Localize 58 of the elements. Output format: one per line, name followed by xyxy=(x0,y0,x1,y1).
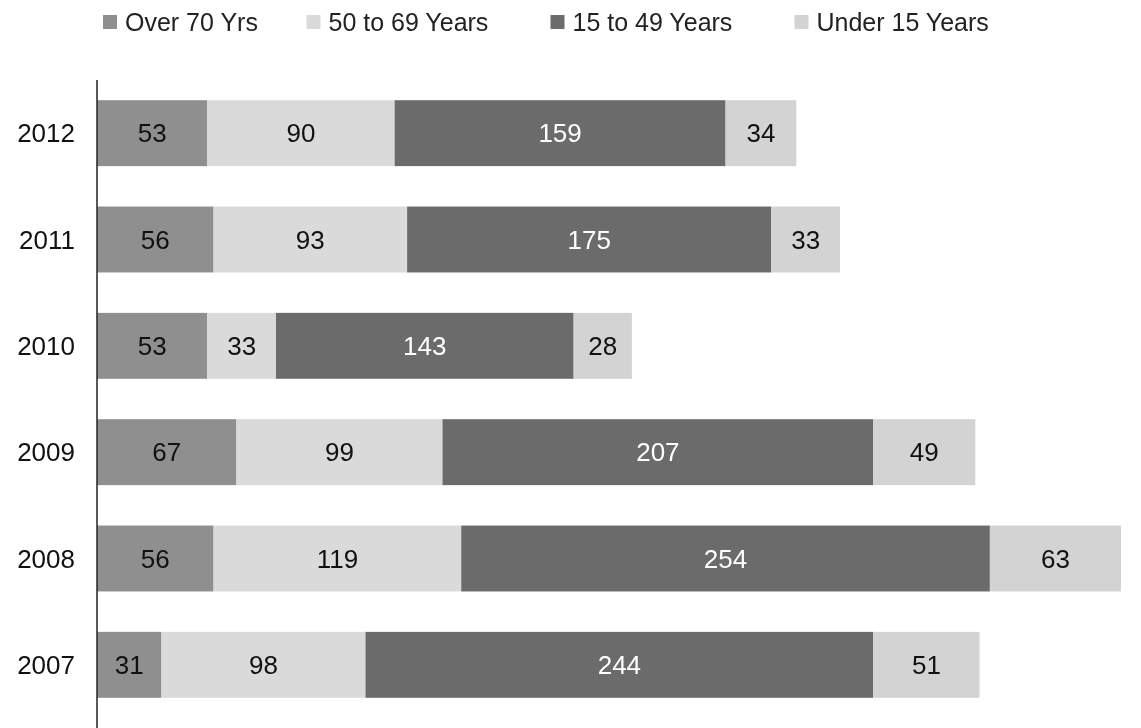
data-label: 143 xyxy=(403,330,447,361)
data-label: 33 xyxy=(791,224,821,255)
bar xyxy=(365,631,874,698)
bar xyxy=(213,206,408,273)
data-label: 244 xyxy=(597,649,642,680)
bar xyxy=(161,631,366,698)
data-label: 63 xyxy=(1040,543,1070,574)
bar xyxy=(236,419,443,486)
legend-label: Under 15 Years xyxy=(816,7,989,36)
bar xyxy=(989,525,1121,592)
bar xyxy=(442,419,874,486)
bar xyxy=(97,419,237,486)
data-label: 254 xyxy=(703,543,748,574)
bar xyxy=(725,100,797,167)
data-label: 99 xyxy=(325,437,354,468)
data-label: 67 xyxy=(152,437,182,468)
legend-label: 50 to 69 Years xyxy=(328,7,489,36)
data-label: 34 xyxy=(746,118,776,149)
data-label: 175 xyxy=(567,224,611,255)
data-label: 53 xyxy=(137,330,167,361)
y-tick-label: 2010 xyxy=(17,330,75,361)
data-label: 49 xyxy=(909,437,939,468)
bar xyxy=(97,206,214,273)
data-label: 51 xyxy=(911,649,941,680)
bar xyxy=(407,206,772,273)
data-label: 159 xyxy=(538,118,582,149)
data-label: 33 xyxy=(227,330,257,361)
bar xyxy=(97,312,208,379)
y-tick-label: 2007 xyxy=(17,649,75,680)
legend-label: Over 70 Yrs xyxy=(125,7,258,36)
bar xyxy=(213,525,462,592)
data-label: 207 xyxy=(636,437,680,468)
data-label: 119 xyxy=(316,543,359,574)
data-label: 93 xyxy=(295,224,325,255)
bar xyxy=(394,100,726,167)
data-label: 98 xyxy=(249,649,278,680)
bar xyxy=(461,525,990,592)
bar xyxy=(275,312,574,379)
bar xyxy=(207,100,395,167)
data-label: 28 xyxy=(588,330,618,361)
bar xyxy=(573,312,632,379)
data-label: 56 xyxy=(140,543,170,574)
y-tick-label: 2009 xyxy=(17,437,75,468)
data-label: 90 xyxy=(286,118,316,149)
y-tick-label: 2012 xyxy=(17,118,75,149)
bar xyxy=(873,419,976,486)
y-tick-label: 2008 xyxy=(17,543,75,574)
bar xyxy=(207,312,276,379)
bar xyxy=(97,631,162,698)
legend-label: 15 to 49 Years xyxy=(572,7,733,36)
data-label: 53 xyxy=(137,118,167,149)
y-tick-label: 2011 xyxy=(19,224,75,255)
bar xyxy=(97,100,208,167)
bar xyxy=(873,631,980,698)
bar xyxy=(97,525,214,592)
bar xyxy=(771,206,841,273)
data-label: 56 xyxy=(140,224,170,255)
data-label: 31 xyxy=(114,649,144,680)
